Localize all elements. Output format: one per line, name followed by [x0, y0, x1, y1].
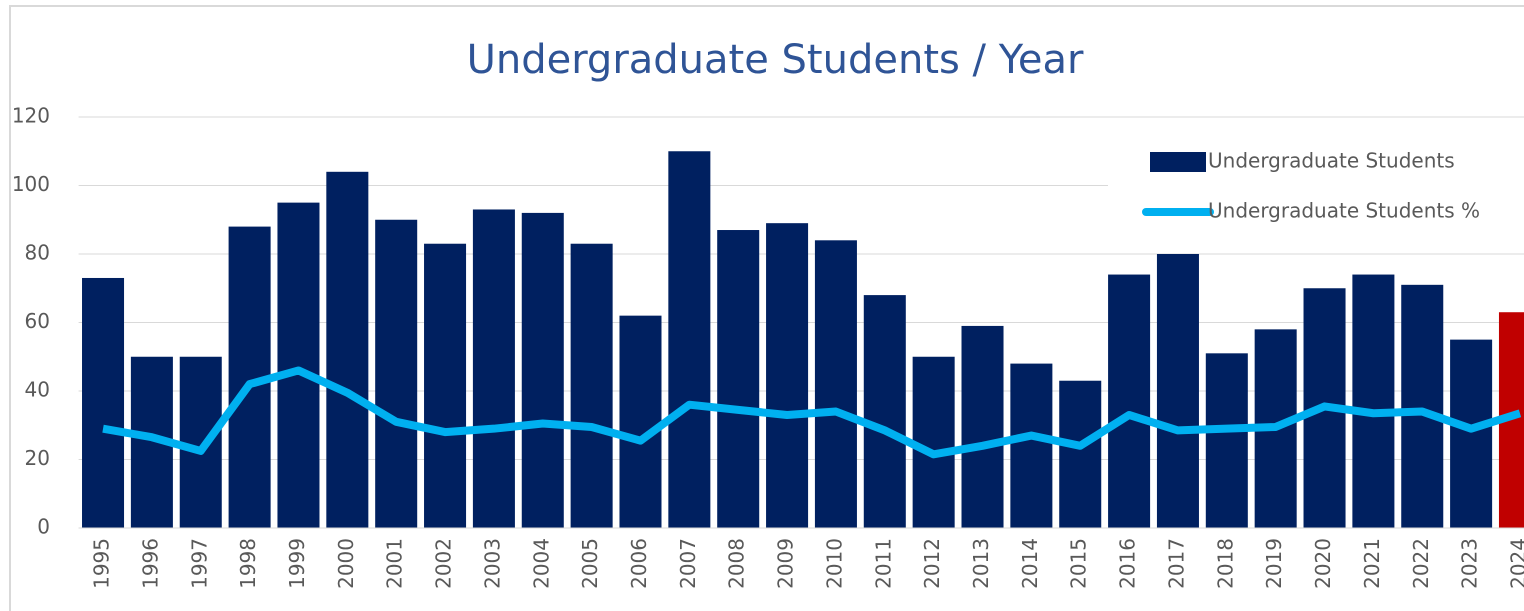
chart-title: Undergraduate Students / Year: [467, 37, 1084, 83]
bar: [863, 295, 906, 528]
bar: [179, 356, 222, 528]
bar: [375, 219, 418, 528]
x-tick-label: 2017: [1164, 538, 1188, 589]
x-tick-label: 2003: [480, 538, 504, 589]
y-tick-label: 60: [25, 309, 50, 333]
y-tick-label: 80: [25, 241, 50, 265]
y-tick-label: 100: [12, 172, 50, 196]
line: [102, 366, 1522, 459]
x-tick-label: 1999: [285, 538, 309, 589]
x-tick-label: 2010: [822, 538, 846, 589]
y-tick-label: 20: [25, 446, 50, 470]
x-tick-label: 2005: [578, 538, 602, 589]
bar: [326, 171, 369, 529]
chart-border: [9, 5, 1524, 611]
bar: [961, 325, 1004, 528]
bar: [766, 223, 809, 529]
x-tick-label: 2016: [1116, 538, 1140, 589]
x-tick-label: 2022: [1409, 538, 1433, 589]
x-tick-label: 2000: [334, 538, 358, 589]
bar: [668, 151, 711, 528]
legend-label: Undergraduate Students: [1208, 149, 1455, 173]
x-tick-label: 1995: [90, 538, 114, 589]
x-tick-label: 2020: [1311, 538, 1335, 589]
x-tick-label: 2008: [725, 538, 749, 589]
bar: [1156, 254, 1199, 528]
y-tick-label: 120: [12, 104, 50, 128]
x-tick-label: 2001: [383, 538, 407, 589]
bar: [1352, 274, 1395, 528]
x-tick-label: 2015: [1067, 538, 1091, 589]
x-tick-label: 2009: [774, 538, 798, 589]
bar: [570, 243, 613, 528]
bar: [424, 243, 467, 528]
x-tick-label: 2021: [1360, 538, 1384, 589]
x-tick-label: 2011: [871, 538, 895, 589]
bar: [912, 356, 955, 528]
bar: [1450, 339, 1493, 528]
x-tick-label: 2013: [969, 538, 993, 589]
legend-swatch: [1150, 152, 1206, 172]
x-tick-label: 2007: [676, 538, 700, 589]
y-tick-label: 40: [25, 378, 50, 402]
x-tick-label: 2018: [1213, 538, 1237, 589]
bar: [814, 240, 857, 529]
x-tick-label: 1996: [138, 538, 162, 589]
x-tick-label: 1997: [187, 538, 211, 589]
y-tick-label: 0: [37, 515, 50, 539]
x-tick-label: 1998: [236, 538, 260, 589]
bar: [1205, 353, 1248, 528]
x-tick-label: 2004: [529, 538, 553, 589]
bar: [1059, 380, 1102, 528]
x-tick-label: 2019: [1262, 538, 1286, 589]
bar: [717, 230, 760, 528]
x-tick-label: 2023: [1458, 538, 1482, 589]
x-tick-label: 2002: [432, 538, 456, 589]
bar: [472, 209, 515, 528]
x-tick-label: 2014: [1018, 538, 1042, 589]
x-tick-label: 2006: [627, 538, 651, 589]
bar: [619, 315, 662, 528]
bar: [521, 212, 564, 528]
bar: [1401, 284, 1444, 528]
bar: [1010, 363, 1053, 528]
bar: [277, 202, 320, 528]
bar: [82, 277, 125, 528]
bar: [1108, 274, 1151, 528]
x-tick-label: 2024: [1506, 538, 1524, 589]
legend-label: Undergraduate Students %: [1208, 199, 1480, 223]
x-tick-label: 2012: [920, 538, 944, 589]
